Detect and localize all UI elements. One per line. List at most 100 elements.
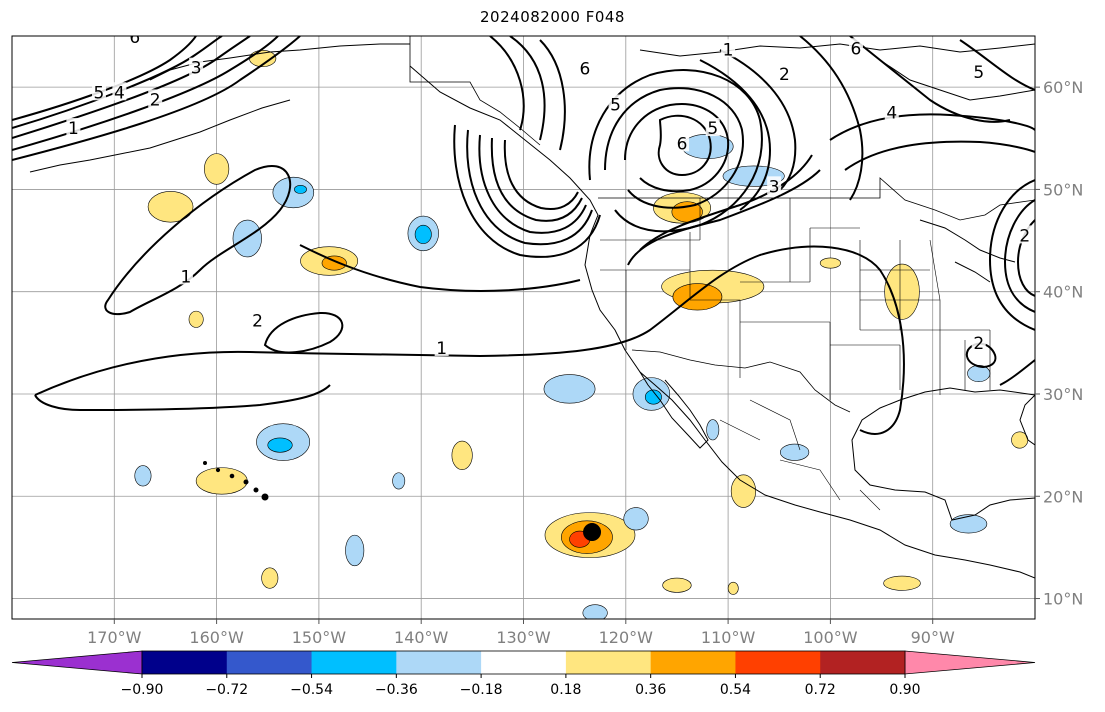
contour-label: 1 [68, 119, 79, 139]
positive-anomaly-patch [261, 567, 279, 589]
contour-label: 5 [610, 96, 621, 116]
colorbar-tick-label: 0.90 [889, 682, 920, 698]
contour-label-bg [66, 118, 81, 137]
positive-anomaly-patch [451, 440, 473, 470]
colorbar-bin [226, 651, 313, 674]
contour-label-bg [434, 337, 449, 356]
contour-line [959, 39, 1035, 91]
coastlines-and-borders [29, 36, 1035, 579]
contour-line [263, 311, 344, 354]
y-tick-label: 40°N [1043, 283, 1083, 302]
colorbar-tick-label: −0.72 [205, 682, 248, 698]
contour-line [699, 59, 772, 211]
positive-anomaly-patch [883, 575, 921, 591]
chart-title: 2024082000 F048 [480, 8, 625, 26]
contour-label-bg [250, 310, 265, 329]
colorbar: −0.90 −0.72 −0.54 −0.36 −0.18 0.18 0.36 0.54 0.7… [11, 650, 1036, 698]
positive-anomaly-patch [819, 257, 841, 269]
contour-label-bg [675, 133, 690, 152]
contour-line [988, 179, 1035, 331]
negative-anomaly-patch [267, 437, 293, 453]
negative-anomaly-patch [232, 219, 262, 258]
contour-line [34, 245, 905, 435]
coastline-gulf [851, 387, 1035, 521]
contour-line [34, 384, 331, 412]
colorbar-tick-label: 0.18 [550, 682, 581, 698]
colorbar-bin [311, 651, 397, 674]
colorbar-bin [820, 651, 906, 674]
contour-label-bg [971, 332, 986, 351]
contour-line [12, 36, 301, 161]
contour-label-bg [705, 118, 720, 137]
contour-line [849, 36, 1011, 123]
contour-line [509, 36, 546, 141]
contour-label-bg [112, 82, 127, 101]
y-tick-label: 60°N [1043, 78, 1083, 97]
contour-label: 6 [579, 60, 590, 80]
colorbar-tick-label: 0.36 [635, 682, 666, 698]
contour-line [719, 49, 797, 191]
contour-label: 1 [180, 267, 191, 287]
colorbar-tick-label: −0.54 [290, 682, 333, 698]
negative-anomaly-patch [644, 389, 662, 405]
great-lakes [919, 219, 1016, 283]
x-tick-label: 90°W [911, 628, 955, 647]
colorbar-bin [142, 651, 228, 674]
negative-anomaly-patch [134, 465, 152, 487]
colorbar-bin [481, 651, 567, 674]
contour-label: 2 [779, 65, 790, 85]
colorbar-extend-high [904, 650, 1036, 675]
contour-label: 2 [150, 90, 161, 110]
contour-label: 1 [436, 339, 447, 359]
coastline-baja [639, 371, 709, 449]
coastline-florida [1019, 394, 1035, 446]
contour-line [478, 134, 587, 234]
storm-marker-layer [583, 523, 602, 542]
contour-label: 5 [707, 119, 718, 139]
contour-label-bg [721, 39, 736, 58]
contour-label-bg [91, 82, 106, 101]
x-tick-label: 160°W [189, 628, 244, 647]
coastline-alaska-south [29, 99, 291, 173]
negative-anomaly-patch [949, 514, 988, 534]
negative-anomaly-patch [392, 472, 406, 490]
colorbar-tick-label: −0.90 [121, 682, 164, 698]
contour-line [453, 124, 601, 258]
contour-label-bg [178, 266, 193, 285]
contour-label: 4 [886, 104, 897, 124]
contour-label: 2 [1019, 226, 1030, 246]
y-tick-label: 10°N [1043, 590, 1083, 609]
contour-line [489, 36, 525, 131]
positive-anomaly-patch [730, 474, 757, 508]
contour-label: 3 [191, 59, 202, 79]
border-us-mexico [631, 349, 851, 413]
mexico-state-lines [719, 399, 881, 511]
colorbar-bin [735, 651, 821, 674]
x-tick-label: 140°W [394, 628, 449, 647]
positive-anomaly-patch [884, 263, 920, 320]
x-axis: 170°W 160°W 150°W 140°W 130°W 120°W 110°W 100°W… [87, 619, 955, 647]
colorbar-outline [141, 650, 906, 675]
contour-label-bg [884, 102, 899, 121]
contour-label-bg [608, 94, 623, 113]
border-us-canada [598, 177, 1035, 221]
colorbar-bin [565, 651, 652, 674]
contour-label-bg [767, 176, 782, 195]
y-tick-label: 20°N [1043, 487, 1083, 506]
contour-line [799, 36, 864, 201]
contour-label: 5 [973, 63, 984, 83]
contour-label-bg [577, 58, 592, 77]
negative-anomaly-patch [706, 419, 720, 441]
contour-label: 6 [851, 39, 862, 59]
contour-label: 2 [973, 334, 984, 354]
contour-line [657, 114, 712, 177]
contour-line [604, 87, 744, 209]
hawaii-islands [203, 461, 269, 501]
negative-anomaly-patch [1066, 203, 1097, 228]
colorbar-bin [650, 651, 736, 674]
positive-anomaly-patch [662, 577, 692, 593]
contour-line [503, 139, 579, 210]
negative-anomaly-patch [623, 507, 649, 531]
negative-anomaly-patch [779, 443, 810, 461]
